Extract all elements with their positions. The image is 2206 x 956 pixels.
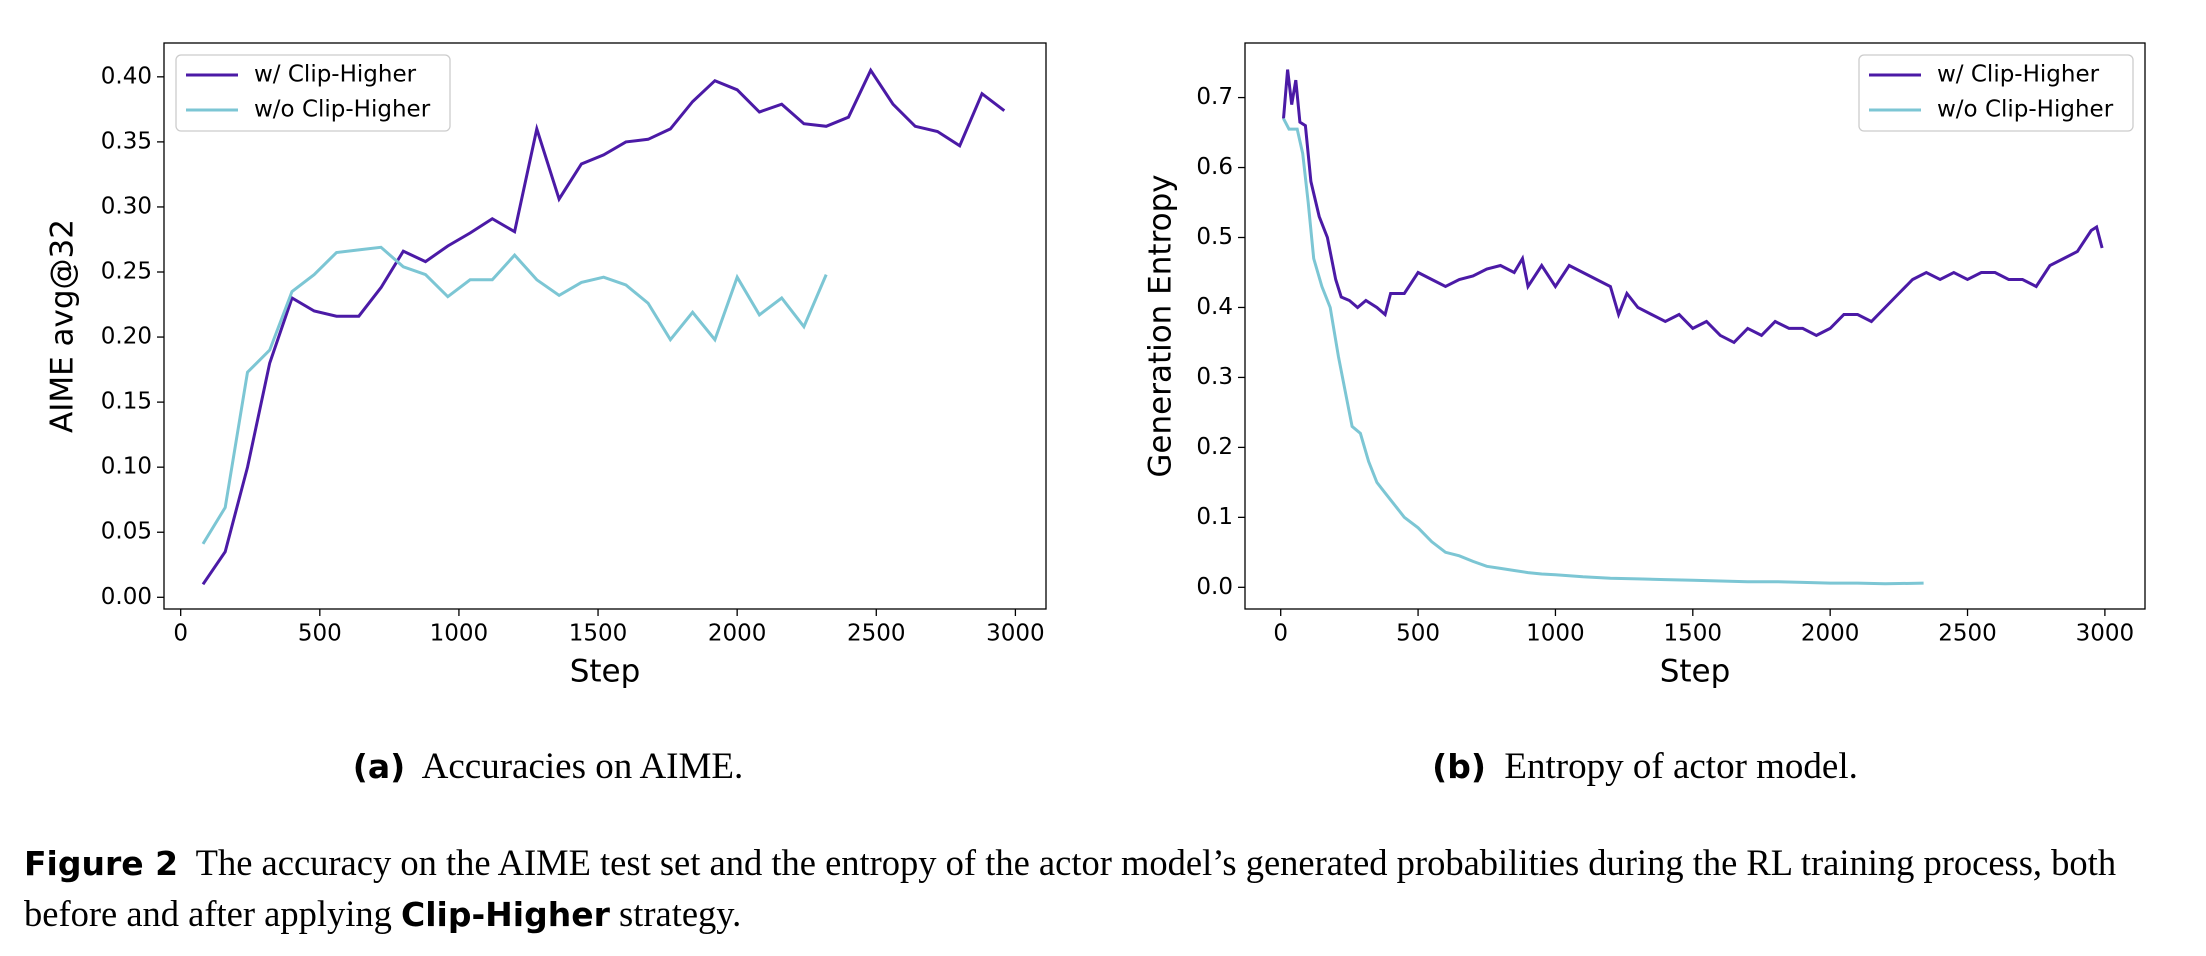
y-tick-label: 0.1 — [1196, 504, 1233, 530]
figure-caption: Figure 2 The accuracy on the AIME test s… — [24, 838, 2194, 940]
x-tick-label: 2000 — [708, 621, 767, 647]
y-tick-label: 0.00 — [101, 584, 152, 610]
y-axis-label: AIME avg@32 — [45, 219, 81, 433]
x-tick-label: 0 — [173, 621, 188, 647]
caption-text: Entropy of actor model. — [1504, 746, 1858, 787]
y-tick-label: 0.7 — [1196, 84, 1233, 110]
x-tick-label: 2500 — [847, 621, 906, 647]
legend-box — [1858, 54, 2134, 132]
x-tick-label: 500 — [1396, 621, 1440, 647]
y-tick-label: 0.6 — [1196, 154, 1233, 180]
caption-text: Accuracies on AIME. — [421, 746, 744, 787]
legend-box — [175, 54, 451, 132]
caption-bold: Clip-Higher — [401, 895, 610, 934]
caption-label: (b) — [1432, 747, 1486, 786]
y-tick-label: 0.35 — [101, 128, 152, 154]
series-line — [1282, 117, 1924, 586]
y-tick-label: 0.30 — [101, 193, 152, 219]
legend-label: w/ Clip-Higher — [1937, 62, 2100, 88]
x-tick-label: 2000 — [1801, 621, 1860, 647]
y-tick-label: 0.15 — [101, 389, 152, 415]
caption-text: strategy. — [619, 893, 742, 934]
y-tick-label: 0.20 — [101, 324, 152, 350]
axes-frame — [163, 42, 1047, 610]
x-tick-label: 1000 — [1526, 621, 1585, 647]
x-tick-label: 1500 — [569, 621, 628, 647]
x-axis-label: Step — [1660, 654, 1731, 690]
legend-label: w/o Clip-Higher — [1937, 97, 2114, 123]
legend-label: w/ Clip-Higher — [254, 62, 417, 88]
y-tick-label: 0.4 — [1196, 294, 1233, 320]
series-line — [201, 245, 828, 545]
x-axis-label: Step — [570, 654, 641, 690]
caption-label: (a) — [352, 747, 406, 786]
axes-frame — [1244, 42, 2146, 610]
caption-text: The accuracy on the AIME test set and th… — [24, 842, 2117, 934]
x-tick-label: 2500 — [1938, 621, 1997, 647]
caption-b: (b) Entropy of actor model. — [1195, 745, 2095, 788]
y-tick-label: 0.2 — [1196, 434, 1233, 460]
x-tick-label: 1500 — [1664, 621, 1723, 647]
y-tick-label: 0.0 — [1196, 574, 1233, 600]
series-line — [1282, 69, 2104, 345]
x-tick-label: 3000 — [986, 621, 1045, 647]
figure-panels: 0 500 1000 1500 2000 2500 30000.000.050.100.15… — [45, 42, 2146, 690]
x-tick-label: 500 — [298, 621, 342, 647]
y-tick-label: 0.05 — [101, 519, 152, 545]
x-tick-label: 3000 — [2076, 621, 2135, 647]
series-line — [201, 67, 1006, 586]
caption-a: (a) Accuracies on AIME. — [98, 745, 998, 788]
legend-label: w/o Clip-Higher — [254, 97, 431, 123]
x-tick-label: 0 — [1273, 621, 1288, 647]
y-tick-label: 0.10 — [101, 454, 152, 480]
y-tick-label: 0.40 — [101, 63, 152, 89]
x-tick-label: 1000 — [430, 621, 489, 647]
y-tick-label: 0.3 — [1196, 364, 1233, 390]
y-tick-label: 0.25 — [101, 259, 152, 285]
y-tick-label: 0.5 — [1196, 224, 1233, 250]
y-axis-label: Generation Entropy — [1143, 174, 1179, 477]
figure-label: Figure 2 — [24, 844, 179, 883]
